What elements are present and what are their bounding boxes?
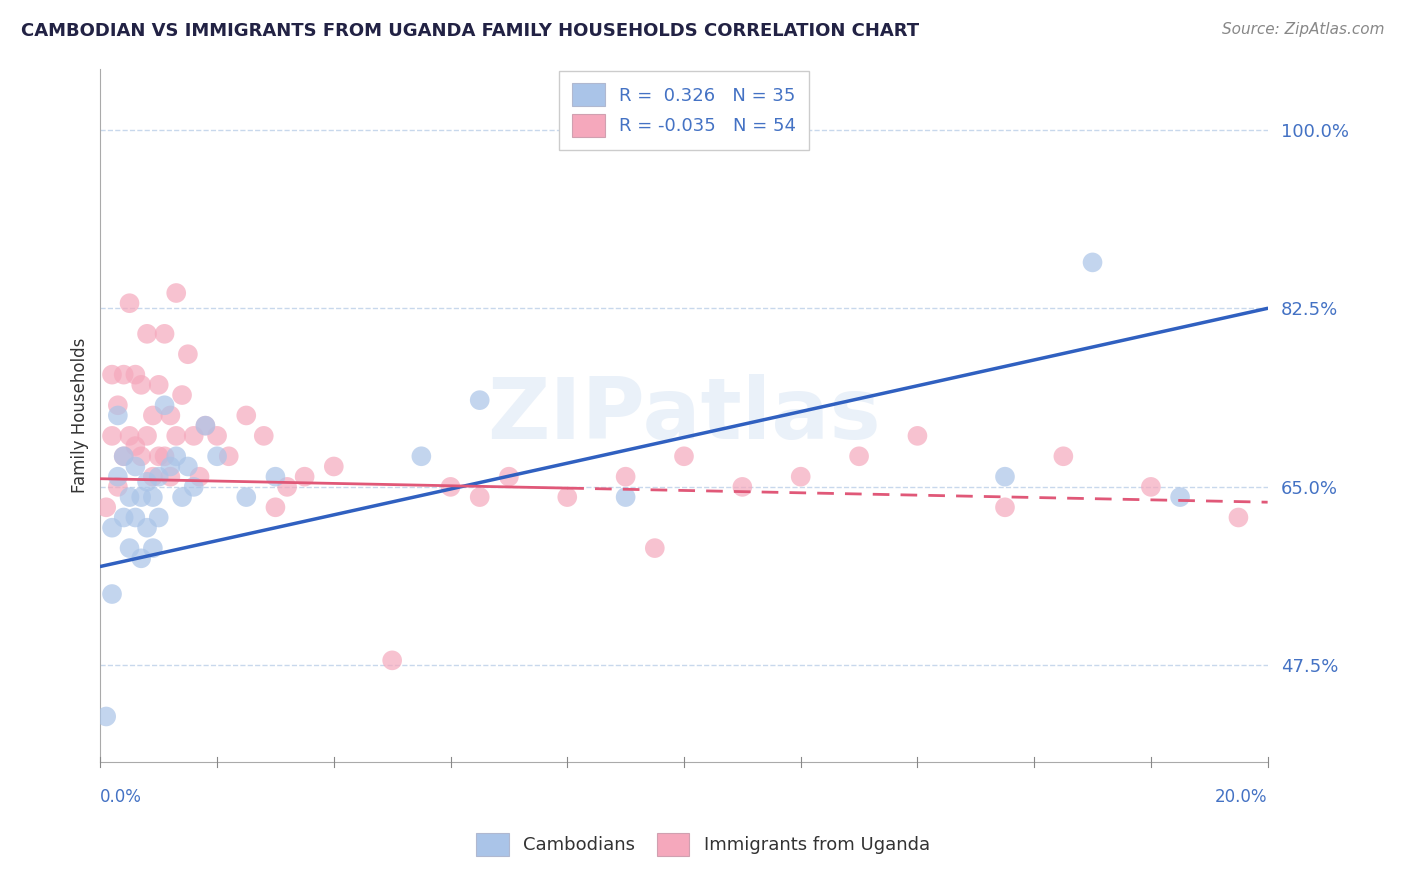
Point — [194, 418, 217, 433]
Point — [124, 459, 146, 474]
Point — [907, 429, 929, 443]
Point — [136, 429, 159, 443]
Point — [1081, 255, 1104, 269]
Point — [848, 450, 870, 464]
Point — [1140, 480, 1163, 494]
Point — [789, 469, 811, 483]
Point — [205, 450, 228, 464]
Point — [264, 469, 287, 483]
Point — [129, 377, 152, 392]
Legend: R =  0.326   N = 35, R = -0.035   N = 54: R = 0.326 N = 35, R = -0.035 N = 54 — [560, 70, 808, 150]
Point — [235, 409, 257, 423]
Text: 0.0%: 0.0% — [100, 788, 142, 805]
Point — [468, 393, 491, 408]
Point — [153, 398, 176, 412]
Point — [124, 510, 146, 524]
Point — [142, 490, 165, 504]
Point — [159, 409, 181, 423]
Point — [101, 521, 124, 535]
Point — [381, 653, 404, 667]
Point — [322, 459, 344, 474]
Point — [136, 521, 159, 535]
Point — [129, 551, 152, 566]
Point — [96, 709, 118, 723]
Point — [159, 459, 181, 474]
Point — [218, 450, 240, 464]
Point — [614, 490, 637, 504]
Point — [183, 429, 205, 443]
Point — [124, 368, 146, 382]
Point — [148, 469, 170, 483]
Point — [177, 459, 200, 474]
Point — [159, 469, 181, 483]
Point — [129, 450, 152, 464]
Point — [1227, 510, 1250, 524]
Point — [101, 587, 124, 601]
Point — [148, 377, 170, 392]
Point — [165, 429, 187, 443]
Point — [107, 409, 129, 423]
Point — [107, 480, 129, 494]
Point — [142, 541, 165, 555]
Point — [107, 469, 129, 483]
Text: 20.0%: 20.0% — [1215, 788, 1268, 805]
Point — [118, 296, 141, 310]
Point — [153, 326, 176, 341]
Point — [439, 480, 461, 494]
Point — [276, 480, 298, 494]
Point — [188, 469, 211, 483]
Point — [994, 469, 1017, 483]
Text: CAMBODIAN VS IMMIGRANTS FROM UGANDA FAMILY HOUSEHOLDS CORRELATION CHART: CAMBODIAN VS IMMIGRANTS FROM UGANDA FAMI… — [21, 22, 920, 40]
Point — [112, 368, 135, 382]
Point — [112, 510, 135, 524]
Point — [644, 541, 666, 555]
Point — [107, 398, 129, 412]
Point — [118, 490, 141, 504]
Point — [101, 429, 124, 443]
Point — [118, 541, 141, 555]
Point — [170, 388, 193, 402]
Point — [148, 510, 170, 524]
Point — [614, 469, 637, 483]
Point — [731, 480, 754, 494]
Point — [253, 429, 276, 443]
Point — [165, 450, 187, 464]
Point — [148, 450, 170, 464]
Point — [165, 285, 187, 300]
Point — [101, 368, 124, 382]
Point — [183, 480, 205, 494]
Point — [142, 469, 165, 483]
Point — [205, 429, 228, 443]
Point — [994, 500, 1017, 515]
Point — [194, 418, 217, 433]
Point — [136, 475, 159, 489]
Point — [294, 469, 316, 483]
Point — [672, 450, 695, 464]
Point — [129, 490, 152, 504]
Point — [498, 469, 520, 483]
Point — [411, 450, 433, 464]
Point — [112, 450, 135, 464]
Point — [1052, 450, 1074, 464]
Point — [170, 490, 193, 504]
Point — [177, 347, 200, 361]
Text: Source: ZipAtlas.com: Source: ZipAtlas.com — [1222, 22, 1385, 37]
Point — [468, 490, 491, 504]
Point — [124, 439, 146, 453]
Point — [112, 450, 135, 464]
Point — [136, 326, 159, 341]
Point — [555, 490, 578, 504]
Y-axis label: Family Households: Family Households — [72, 338, 89, 493]
Point — [153, 450, 176, 464]
Point — [142, 409, 165, 423]
Point — [118, 429, 141, 443]
Legend: Cambodians, Immigrants from Uganda: Cambodians, Immigrants from Uganda — [467, 824, 939, 865]
Point — [235, 490, 257, 504]
Point — [264, 500, 287, 515]
Point — [96, 500, 118, 515]
Text: ZIPatlas: ZIPatlas — [486, 374, 882, 457]
Point — [1168, 490, 1191, 504]
